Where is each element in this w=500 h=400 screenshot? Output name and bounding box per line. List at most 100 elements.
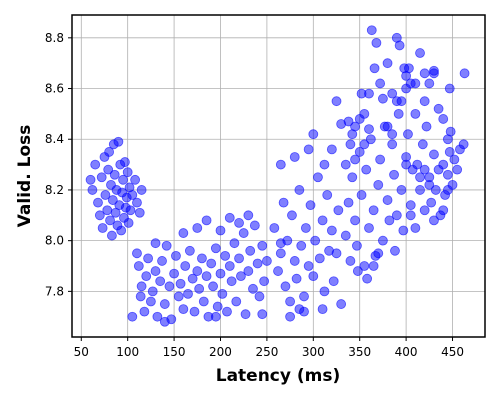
data-point [136,281,147,292]
data-point [102,205,113,216]
data-point [419,164,430,175]
data-point [331,96,342,107]
data-point [424,78,435,89]
data-point [369,63,380,74]
data-point [405,210,416,221]
data-point [359,108,370,119]
data-point [438,114,449,124]
data-point [356,190,367,200]
data-point [403,129,413,140]
x-tick-label: 250 [255,345,278,359]
data-point [103,164,114,175]
x-tick-label: 400 [395,345,418,359]
data-point [248,283,258,294]
data-point [317,304,328,315]
data-point [433,103,444,114]
data-point [415,172,425,183]
data-point [125,205,136,216]
data-point [328,276,339,287]
data-point [368,205,379,216]
data-point [217,288,228,299]
data-point [296,240,307,251]
data-point [116,225,127,236]
data-point [291,273,302,284]
data-point [415,185,425,195]
data-point [252,258,263,269]
data-point [289,152,300,162]
data-point [278,197,289,208]
data-point [93,197,103,208]
data-point [314,253,325,264]
data-point [206,258,217,269]
data-point [107,195,118,205]
data-point [136,185,147,195]
data-point [234,218,244,228]
data-point [398,225,409,236]
x-tick-label: 450 [441,345,464,359]
y-axis-title: Valid. Loss [15,125,35,228]
y-tick-label: 8.4 [45,132,64,146]
data-point [393,108,404,119]
data-point [285,296,296,307]
data-point [90,159,101,170]
data-point [444,83,455,94]
data-point [269,223,280,233]
data-point [130,174,141,185]
data-point [384,215,395,226]
data-points [85,25,470,327]
data-point [173,291,184,302]
data-point [336,119,347,129]
data-point [134,207,145,218]
data-point [387,129,398,140]
data-point [178,228,189,238]
data-point [234,253,244,264]
data-point [387,88,398,99]
data-point [127,190,138,200]
data-point [308,271,319,282]
data-point [201,271,212,282]
x-tick-label: 350 [348,345,371,359]
data-point [87,185,98,195]
data-point [184,245,195,256]
data-point [159,299,170,309]
data-point [442,185,453,195]
data-point [305,200,316,211]
x-tick-label: 300 [302,345,325,359]
data-point [201,215,212,226]
data-point [236,271,246,282]
data-point [210,311,221,322]
data-point [326,144,337,155]
data-point [273,266,283,276]
data-point [412,159,423,170]
data-point [220,250,231,261]
x-tick-label: 100 [116,345,139,359]
data-point [359,139,370,150]
data-point [294,304,305,315]
data-point [319,159,330,170]
x-tick-label: 150 [163,345,186,359]
data-point [442,169,453,180]
data-point [361,164,372,175]
data-point [405,200,416,211]
data-point [410,78,421,89]
data-point [396,185,407,195]
data-point [345,256,356,266]
data-point [240,309,251,320]
data-point [391,210,402,221]
data-point [192,223,203,233]
data-point [175,278,186,289]
data-point [368,261,379,271]
data-point [389,169,399,180]
y-tick-label: 8.6 [45,82,64,96]
y-tick-label: 8.8 [45,31,64,45]
data-point [178,304,189,315]
data-point [135,291,146,302]
data-point [150,238,161,249]
data-point [161,240,172,251]
data-point [362,273,373,284]
data-point [308,129,319,140]
data-point [215,268,226,279]
data-point [145,296,156,307]
data-point [303,261,314,271]
